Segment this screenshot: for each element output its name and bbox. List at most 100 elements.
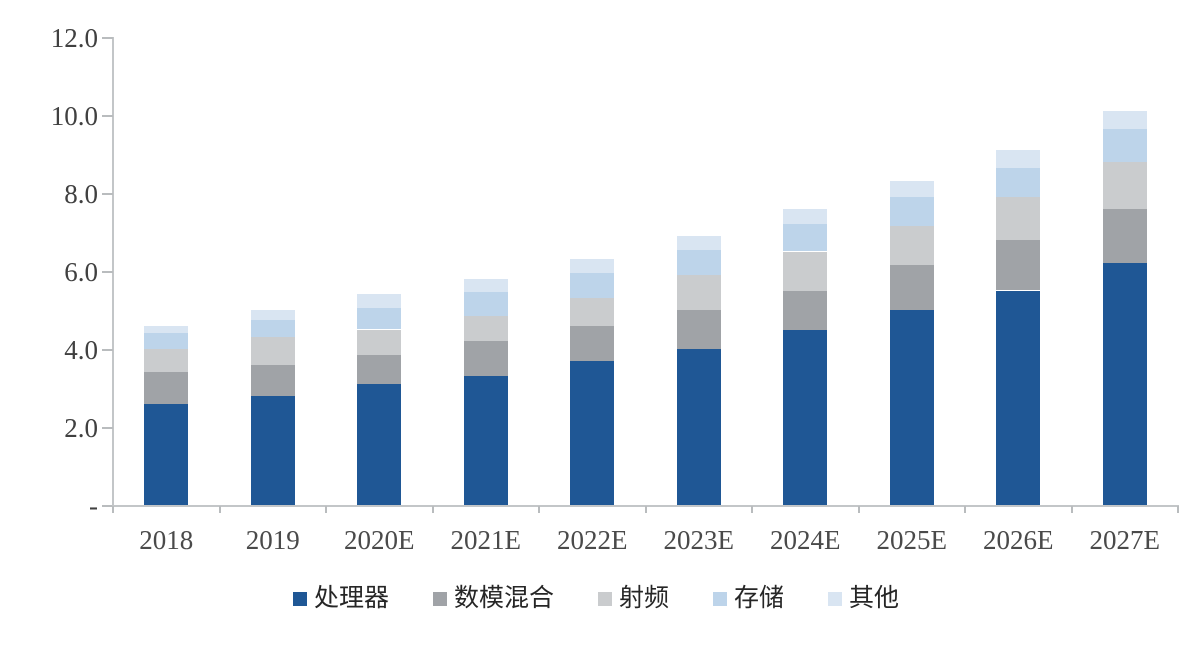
bar-segment-射频-2018	[144, 349, 189, 373]
bar-segment-射频-2019	[250, 337, 295, 365]
bar-segment-射频-2021E	[463, 315, 508, 342]
x-tick	[325, 506, 327, 513]
x-axis-category-label: 2018	[139, 525, 194, 555]
x-axis-category-label: 2020E	[344, 525, 415, 555]
legend-swatch-icon	[432, 592, 447, 606]
y-tick	[102, 115, 113, 117]
y-tick	[102, 193, 113, 195]
x-axis-category-label: 2023E	[663, 525, 735, 555]
bar-segment-射频-2023E	[676, 274, 721, 310]
y-axis-tick-label: -	[89, 491, 98, 521]
bar-segment-数模混合-2022E	[570, 325, 615, 361]
legend-item-处理器: 处理器	[292, 584, 389, 614]
bar-segment-处理器-2024E	[783, 329, 828, 505]
bar-segment-数模混合-2018	[144, 372, 189, 404]
bar-segment-处理器-2026E	[996, 290, 1041, 505]
x-axis-category-label: 2024E	[770, 525, 841, 555]
legend-item-其他: 其他	[828, 584, 899, 614]
bar-segment-存储-2019	[250, 319, 295, 338]
bar-segment-数模混合-2023E	[676, 310, 721, 349]
x-axis-category-label: 2027E	[1089, 525, 1161, 555]
x-axis-category-label: 2019	[245, 525, 300, 555]
y-tick	[102, 349, 113, 351]
legend-label: 射频	[618, 585, 669, 612]
bar-segment-数模混合-2027E	[1102, 208, 1147, 264]
x-tick	[964, 506, 966, 513]
bar-segment-射频-2024E	[783, 251, 828, 291]
bar-segment-存储-2021E	[463, 292, 508, 316]
legend-label: 其他	[849, 585, 900, 612]
x-tick	[538, 506, 540, 513]
bar-segment-数模混合-2025E	[889, 265, 934, 310]
bar-segment-其他-2020E	[357, 294, 402, 309]
bar-segment-其他-2018	[144, 325, 189, 334]
bar-segment-其他-2024E	[783, 208, 828, 225]
y-axis-tick-label: 10.0	[50, 101, 98, 131]
bar-segment-射频-2022E	[570, 298, 615, 326]
x-tick	[1070, 506, 1073, 513]
bar-segment-处理器-2022E	[570, 360, 615, 505]
bar-segment-射频-2025E	[889, 226, 934, 266]
legend-swatch-icon	[713, 592, 727, 606]
legend-item-射频: 射频	[597, 584, 669, 614]
bar-segment-其他-2023E	[676, 235, 721, 250]
bar-segment-处理器-2021E	[463, 376, 508, 505]
bar-segment-处理器-2027E	[1102, 263, 1147, 505]
bar-segment-存储-2020E	[357, 308, 402, 330]
legend: 处理器 数模混合 射频 存储 其他	[0, 584, 1192, 614]
bar-segment-其他-2025E	[889, 181, 934, 197]
y-tick	[102, 505, 113, 507]
x-axis-category-label: 2026E	[983, 525, 1054, 555]
legend-label: 存储	[734, 585, 785, 612]
x-tick	[112, 506, 114, 513]
bar-segment-存储-2023E	[676, 249, 721, 275]
bar-segment-处理器-2023E	[676, 349, 721, 505]
bar-segment-数模混合-2019	[250, 364, 295, 396]
legend-label: 处理器	[313, 585, 389, 612]
bar-segment-处理器-2018	[144, 403, 189, 505]
bar-segment-存储-2022E	[570, 272, 615, 299]
bar-segment-存储-2024E	[783, 224, 828, 252]
bar-segment-数模混合-2021E	[463, 341, 508, 377]
bar-segment-数模混合-2020E	[357, 354, 402, 385]
bar-segment-其他-2019	[250, 310, 295, 320]
bar-segment-其他-2026E	[996, 150, 1041, 168]
y-tick	[102, 37, 113, 39]
x-tick	[857, 506, 860, 513]
bar-segment-数模混合-2024E	[783, 290, 828, 330]
x-tick	[644, 506, 647, 513]
bar-segment-其他-2027E	[1102, 111, 1147, 129]
legend-swatch-icon	[292, 592, 307, 606]
y-axis-tick-label: 4.0	[64, 335, 98, 365]
y-tick	[102, 427, 113, 429]
bar-segment-其他-2021E	[463, 278, 508, 293]
legend-swatch-icon	[597, 592, 612, 606]
bar-segment-其他-2022E	[570, 259, 615, 273]
x-tick	[431, 506, 434, 513]
y-axis-line	[112, 37, 114, 507]
x-axis-category-label: 2025E	[876, 525, 948, 555]
y-tick	[102, 271, 113, 273]
legend-item-数模混合: 数模混合	[432, 584, 554, 614]
y-axis-tick-label: 8.0	[64, 179, 98, 209]
bar-segment-存储-2027E	[1102, 128, 1147, 162]
x-tick	[751, 506, 753, 513]
bar-segment-射频-2026E	[996, 196, 1041, 240]
bar-segment-处理器-2025E	[889, 310, 934, 505]
bar-segment-数模混合-2026E	[996, 239, 1041, 291]
legend-label: 数模混合	[453, 585, 554, 612]
bar-segment-处理器-2020E	[357, 384, 402, 505]
x-axis-category-label: 2021E	[450, 525, 522, 555]
y-axis-tick-label: 12.0	[50, 23, 98, 53]
legend-item-存储: 存储	[713, 584, 784, 614]
x-tick	[218, 506, 221, 513]
y-axis-tick-label: 2.0	[64, 413, 98, 443]
bar-segment-射频-2027E	[1102, 161, 1147, 209]
legend-swatch-icon	[828, 592, 843, 606]
bar-segment-存储-2025E	[889, 196, 934, 227]
y-axis-tick-label: 6.0	[64, 257, 98, 287]
bar-segment-存储-2026E	[996, 167, 1041, 197]
bar-segment-存储-2018	[144, 333, 189, 349]
x-axis-category-label: 2022E	[557, 525, 628, 555]
